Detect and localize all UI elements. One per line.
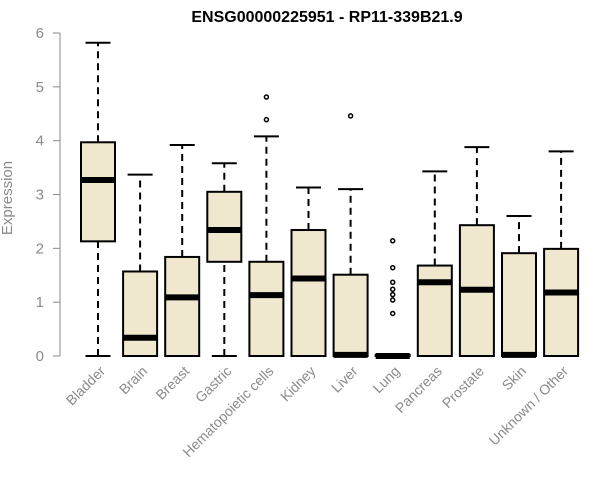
- y-tick-label: 6: [36, 25, 44, 42]
- x-tick-label: Breast: [152, 363, 192, 403]
- outlier-point: [347, 113, 354, 119]
- x-tick-label: Unknown / Other: [486, 363, 572, 449]
- plot-area: [80, 41, 580, 359]
- box-gastric: [206, 162, 243, 357]
- chart-title: ENSG00000225951 - RP11-339B21.9: [191, 9, 462, 26]
- box-skin: [501, 215, 537, 358]
- box-lung: [374, 238, 411, 359]
- box-iqr: [543, 247, 580, 358]
- outlier-point: [389, 238, 396, 244]
- y-axis-label: Expression: [0, 161, 16, 235]
- box-hematopoietic-cells: [248, 94, 285, 357]
- outlier-point: [263, 116, 270, 123]
- x-tick-label: Lung: [369, 363, 402, 396]
- x-tick-label: Brain: [116, 363, 150, 397]
- box-liver: [332, 113, 369, 358]
- y-tick-label: 0: [36, 348, 44, 365]
- outlier-point: [389, 264, 396, 271]
- outlier-point: [389, 297, 396, 303]
- box-unknown-other: [543, 150, 580, 358]
- box-breast: [164, 143, 201, 357]
- y-tick-label: 5: [36, 79, 44, 96]
- y-tick-label: 2: [36, 240, 44, 257]
- y-tick-label: 4: [36, 133, 44, 150]
- x-tick-label: Kidney: [277, 363, 319, 405]
- x-tick-label: Skin: [499, 363, 530, 394]
- box-pancreas: [416, 170, 453, 357]
- box-iqr: [332, 273, 369, 357]
- box-iqr: [164, 255, 201, 357]
- outlier-point: [389, 310, 396, 317]
- x-tick-label: Liver: [328, 363, 361, 396]
- y-axis: 0 1 2 3 4 5 6: [36, 25, 61, 365]
- box-iqr: [501, 252, 537, 357]
- outlier-point: [389, 286, 396, 292]
- outlier-point: [263, 94, 270, 100]
- box-iqr: [206, 190, 243, 263]
- x-tick-label: Bladder: [63, 363, 109, 409]
- outlier-point: [389, 279, 396, 285]
- box-iqr: [290, 229, 327, 357]
- box-brain: [122, 173, 159, 357]
- box-kidney: [290, 186, 327, 357]
- box-iqr: [416, 264, 453, 357]
- box-prostate: [458, 146, 495, 357]
- y-tick-label: 1: [36, 294, 44, 311]
- outlier-point: [389, 291, 396, 298]
- x-tick-label: Pancreas: [392, 363, 445, 416]
- x-tick-label: Prostate: [439, 363, 487, 411]
- box-bladder: [80, 41, 116, 357]
- box-iqr: [248, 260, 285, 357]
- box-iqr: [80, 141, 116, 243]
- y-tick-label: 3: [36, 187, 44, 204]
- box-iqr: [122, 270, 159, 357]
